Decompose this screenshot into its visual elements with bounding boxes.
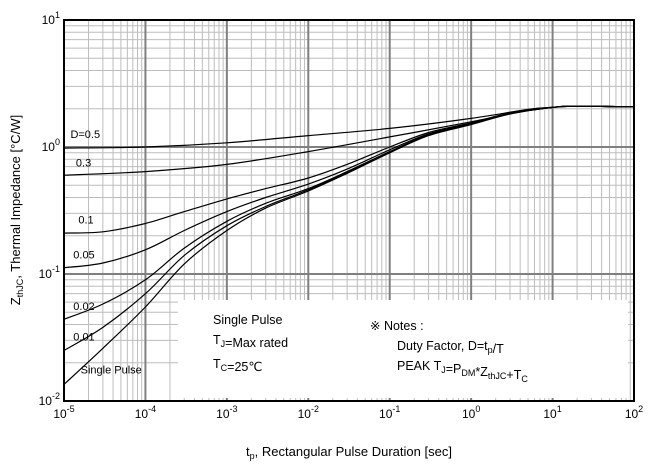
- plot-frame: [63, 19, 635, 402]
- x-tick-label: 10-4: [135, 404, 156, 421]
- annotation-background: [178, 300, 628, 398]
- curve-label-0-01: 0.01: [73, 331, 94, 343]
- note-line: Duty Factor, D=tp/T: [397, 339, 504, 356]
- text-run: =25℃: [227, 360, 262, 374]
- tick-exponent: -2: [52, 391, 60, 401]
- axis-title-rest: , Rectangular Pulse Duration [sec]: [255, 444, 452, 459]
- subscript: p: [488, 345, 493, 355]
- tick-base: 10: [42, 13, 56, 27]
- tick-base: 10: [53, 407, 67, 421]
- tick-base: 10: [216, 407, 230, 421]
- axis-title-rest: , Thermal Impedance [°C/W]: [8, 115, 23, 279]
- tick-labels: 10-5 10-4 10-3 10-2 10-1 100 101 10210-210-1100…: [39, 10, 644, 421]
- x-tick-label: 101: [543, 404, 561, 421]
- tick-exponent: 1: [557, 404, 562, 414]
- y-tick-label: 10-2: [39, 391, 60, 408]
- x-tick-label: 10-1: [379, 404, 400, 421]
- tick-exponent: 0: [55, 137, 60, 147]
- text-run: Duty Factor, D=t: [397, 339, 488, 353]
- y-tick-label: 100: [42, 137, 60, 154]
- tick-exponent: -4: [148, 404, 156, 414]
- y-axis-title: ZthJC, Thermal Impedance [°C/W]: [8, 115, 25, 305]
- text-run: *Z: [475, 365, 488, 379]
- curve-labels: D=0.5 0.3 0.1 0.05 0.02 0.01 Single Pulse: [70, 129, 141, 377]
- x-tick-label: 102: [625, 404, 643, 421]
- text-run: PEAK T: [397, 359, 442, 373]
- tick-base: 10: [625, 407, 639, 421]
- curve-label-0-05: 0.05: [73, 249, 94, 261]
- tick-exponent: 1: [55, 10, 60, 20]
- x-tick-label: 10-5: [53, 404, 74, 421]
- subscript: thJC: [488, 371, 507, 381]
- curve-label-d-0-5: D=0.5: [70, 129, 100, 141]
- axis-title-main: Z: [8, 297, 23, 305]
- axis-title-main: t: [246, 444, 250, 459]
- axis-title-sub: thJC: [15, 278, 25, 297]
- y-tick-label: 10-1: [39, 264, 60, 281]
- curve-label-0-1: 0.1: [78, 214, 93, 226]
- x-axis-title: tp, Rectangular Pulse Duration [sec]: [246, 444, 452, 461]
- axis-title-sub: p: [250, 451, 255, 461]
- tick-exponent: 2: [638, 404, 643, 414]
- text-run: +T: [506, 368, 521, 382]
- notes-title: ※ Notes :: [370, 319, 424, 333]
- tick-base: 10: [462, 407, 476, 421]
- tick-base: 10: [39, 394, 53, 408]
- x-tick-label: 10-3: [216, 404, 237, 421]
- tick-base: 10: [42, 140, 56, 154]
- note-line: PEAK TJ=PDM*ZthJC+TC: [397, 359, 528, 384]
- series-single-pulse: [63, 105, 635, 385]
- subscript: J: [441, 365, 446, 375]
- tick-exponent: -1: [52, 264, 60, 274]
- tick-exponent: 0: [475, 404, 480, 414]
- condition-line: Single Pulse: [213, 313, 283, 327]
- curves: [63, 105, 635, 385]
- axis-titles: tp, Rectangular Pulse Duration [sec] ZthJ…: [8, 115, 452, 461]
- tick-base: 10: [298, 407, 312, 421]
- tick-exponent: -1: [392, 404, 400, 414]
- tick-exponent: -5: [67, 404, 75, 414]
- text-run: /T: [493, 342, 504, 356]
- tick-base: 10: [135, 407, 149, 421]
- curve-label-0-02: 0.02: [73, 301, 94, 313]
- y-tick-label: 101: [42, 10, 60, 27]
- text-run: Single Pulse: [213, 313, 283, 327]
- subscript: J: [221, 339, 226, 349]
- x-tick-label: 10-2: [298, 404, 319, 421]
- curve-label-0-3: 0.3: [76, 158, 91, 170]
- tick-exponent: -3: [230, 404, 238, 414]
- condition-line: TJ=Max rated: [213, 333, 288, 350]
- tick-base: 10: [543, 407, 557, 421]
- tick-base: 10: [379, 407, 393, 421]
- tick-exponent: -2: [311, 404, 319, 414]
- subscript: C: [221, 363, 228, 373]
- condition-line: TC=25℃: [213, 357, 262, 374]
- text-run: =P: [446, 362, 462, 376]
- text-run: =Max rated: [225, 336, 288, 350]
- subscript: DM: [461, 368, 475, 378]
- tick-base: 10: [39, 267, 53, 281]
- x-tick-label: 100: [462, 404, 480, 421]
- subscript: C: [521, 374, 528, 384]
- text-run: T: [213, 333, 221, 347]
- curve-label-single-pulse: Single Pulse: [81, 364, 142, 376]
- text-run: T: [213, 357, 221, 371]
